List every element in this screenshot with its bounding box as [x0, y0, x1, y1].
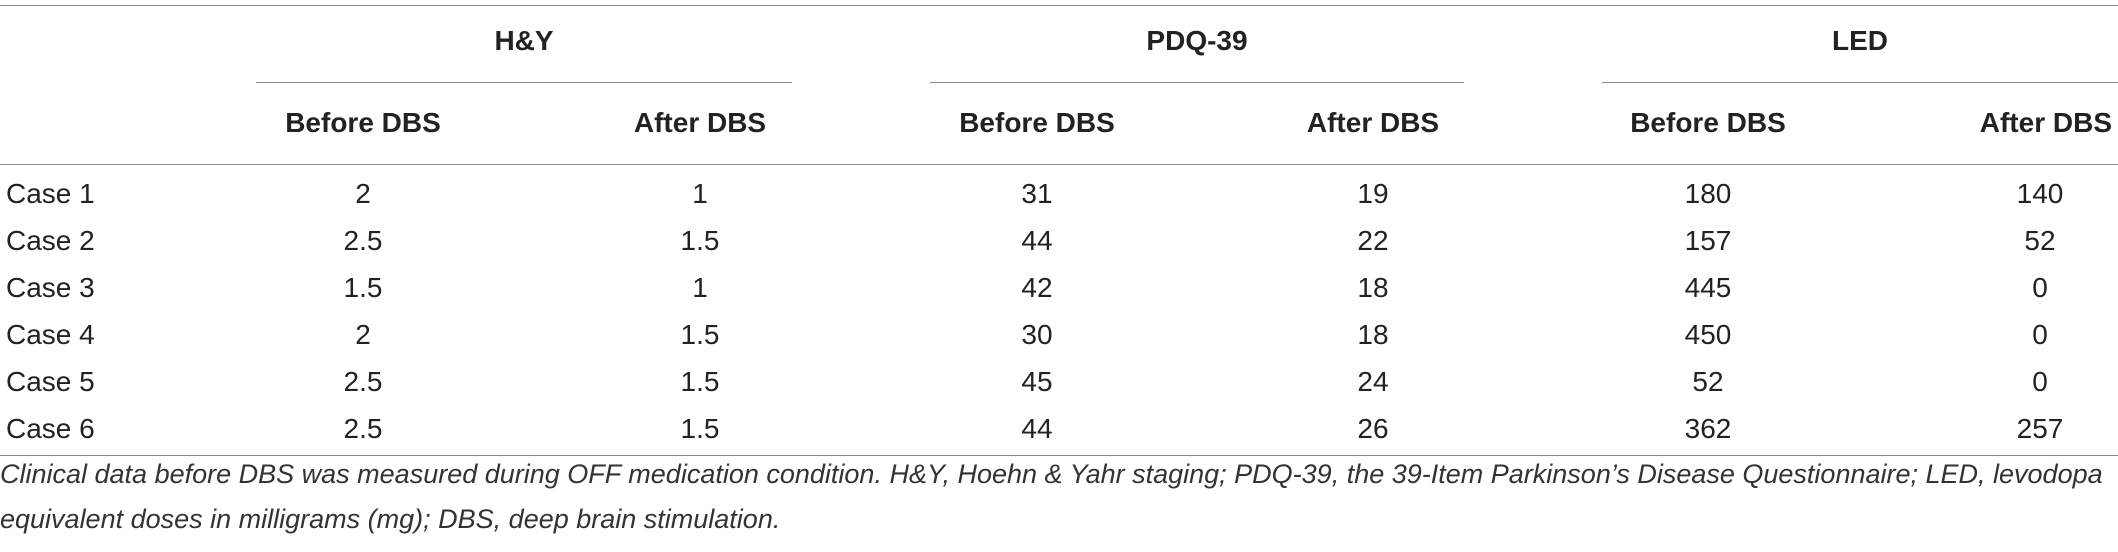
cell-pdq-before: 42: [1021, 272, 1053, 303]
cell-led-before: 180: [1684, 178, 1732, 209]
cell-pdq-before: 44: [1021, 225, 1053, 256]
group-header-hy: H&Y: [494, 25, 554, 56]
cell-pdq-after: 24: [1357, 366, 1389, 397]
cell-hy-before: 2: [355, 178, 371, 209]
subheader-led-after: After DBS: [1979, 107, 2112, 138]
cell-led-before: 450: [1684, 319, 1732, 350]
subheader-pdq-before: Before DBS: [959, 107, 1115, 138]
cell-pdq-before: 30: [1021, 319, 1053, 350]
cell-led-before: 445: [1684, 272, 1732, 303]
cell-pdq-before: 31: [1021, 178, 1053, 209]
cell-led-after: 0: [2032, 319, 2048, 350]
cell-pdq-before: 45: [1021, 366, 1053, 397]
cell-led-after: 52: [2024, 225, 2056, 256]
cell-hy-before: 2: [355, 319, 371, 350]
cell-hy-before: 2.5: [343, 366, 383, 397]
table-bottom-rule: [0, 455, 2118, 456]
group-rule-led: [1602, 82, 2118, 83]
subheader-led-before: Before DBS: [1630, 107, 1786, 138]
group-header-led: LED: [1832, 25, 1888, 56]
cell-led-after: 257: [2016, 413, 2064, 444]
subheader-pdq-after: After DBS: [1306, 107, 1440, 138]
table-caption: Clinical data before DBS was measured du…: [0, 459, 2103, 534]
row-label: Case 4: [6, 319, 95, 350]
header-bottom-rule: [0, 164, 2118, 165]
group-rule-hy: [256, 82, 792, 83]
cell-pdq-after: 26: [1357, 413, 1389, 444]
cell-pdq-after: 18: [1357, 272, 1389, 303]
cell-led-after: 0: [2032, 272, 2048, 303]
row-label: Case 5: [6, 366, 95, 397]
cell-led-before: 157: [1684, 225, 1732, 256]
subheader-hy-after: After DBS: [633, 107, 767, 138]
cell-hy-after: 1.5: [680, 413, 720, 444]
subheader-hy-before: Before DBS: [285, 107, 441, 138]
cell-hy-after: 1: [692, 178, 708, 209]
cell-hy-after: 1.5: [680, 366, 720, 397]
group-rule-pdq39: [930, 82, 1464, 83]
cell-hy-before: 2.5: [343, 413, 383, 444]
row-label: Case 2: [6, 225, 95, 256]
cell-led-after: 0: [2032, 366, 2048, 397]
cell-pdq-before: 44: [1021, 413, 1053, 444]
cell-led-before: 362: [1684, 413, 1732, 444]
row-label: Case 1: [6, 178, 95, 209]
cell-hy-before: 2.5: [343, 225, 383, 256]
cell-hy-after: 1.5: [680, 319, 720, 350]
cell-hy-after: 1.5: [680, 225, 720, 256]
cell-led-before: 52: [1692, 366, 1724, 397]
cell-pdq-after: 19: [1357, 178, 1389, 209]
cell-led-after: 140: [2016, 178, 2064, 209]
row-label: Case 6: [6, 413, 95, 444]
cell-pdq-after: 22: [1357, 225, 1389, 256]
table-top-rule: [0, 5, 2118, 6]
cell-pdq-after: 18: [1357, 319, 1389, 350]
cell-hy-after: 1: [692, 272, 708, 303]
row-label: Case 3: [6, 272, 95, 303]
cell-hy-before: 1.5: [343, 272, 383, 303]
group-header-pdq39: PDQ-39: [1146, 25, 1248, 56]
